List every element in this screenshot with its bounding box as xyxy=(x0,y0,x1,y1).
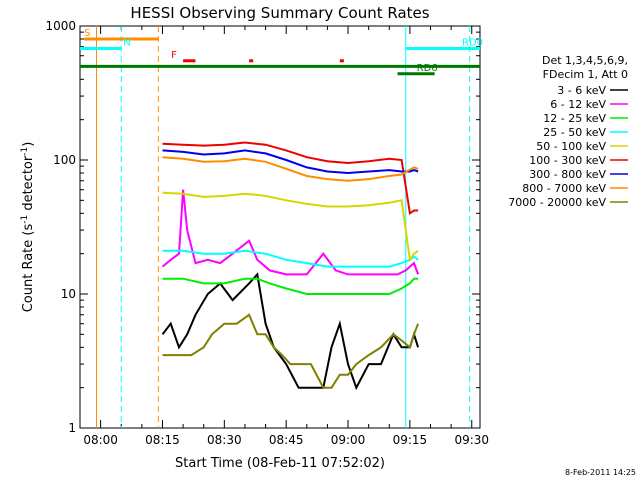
y-tick-label: 1000 xyxy=(45,19,76,33)
legend: Det 1,3,4,5,6,9,FDecim 1, Att 0 3 - 6 keV… xyxy=(508,54,628,209)
legend-label: 3 - 6 keV xyxy=(557,84,606,97)
series-line xyxy=(161,189,420,276)
status-bar-label: N xyxy=(123,37,130,48)
vertical-markers xyxy=(95,26,471,428)
series-lines xyxy=(161,141,420,391)
legend-label: 6 - 12 keV xyxy=(550,98,606,111)
x-tick-label: 09:15 xyxy=(393,433,428,447)
legend-label: 12 - 25 keV xyxy=(543,112,606,125)
plot-frame xyxy=(79,25,481,429)
status-bars: S N F RD0 RD6 xyxy=(80,28,483,76)
x-tick-label: 08:00 xyxy=(83,433,118,447)
y-axis-label: Count Rate (s-1 detector-1) xyxy=(20,142,36,313)
legend-label: 50 - 100 keV xyxy=(536,140,606,153)
series-line xyxy=(162,141,419,216)
y-tick-label: 10 xyxy=(61,287,76,301)
status-bar-label: RD6 xyxy=(417,63,438,74)
x-tick-label: 08:15 xyxy=(145,433,180,447)
x-tick-label: 08:45 xyxy=(269,433,304,447)
legend-label: 7000 - 20000 keV xyxy=(508,196,606,209)
y-tick-label: 100 xyxy=(53,153,76,167)
footer-date: 8-Feb-2011 14:25 xyxy=(565,468,636,477)
series-line xyxy=(162,249,419,268)
chart-title: HESSI Observing Summary Count Rates xyxy=(130,4,429,22)
series-line xyxy=(162,156,419,182)
series-line xyxy=(162,191,419,263)
legend-label: 100 - 300 keV xyxy=(529,154,606,167)
x-axis-label: Start Time (08-Feb-11 07:52:02) xyxy=(175,456,385,471)
legend-header: FDecim 1, Att 0 xyxy=(543,68,628,81)
x-tick-label: 09:00 xyxy=(331,433,366,447)
axis-ticks: 08:00 08:15 08:30 08:45 09:00 09:15 09:30 1 10 10… xyxy=(45,19,489,447)
legend-header: Det 1,3,4,5,6,9, xyxy=(542,54,628,67)
status-bar-label: RD0 xyxy=(462,37,483,48)
x-tick-label: 08:30 xyxy=(207,433,242,447)
legend-label: 300 - 800 keV xyxy=(529,168,606,181)
legend-label: 800 - 7000 keV xyxy=(522,182,606,195)
series-line xyxy=(162,313,420,389)
legend-label: 25 - 50 keV xyxy=(543,126,606,139)
series-line xyxy=(161,272,420,391)
series-line xyxy=(162,277,419,295)
x-tick-label: 09:30 xyxy=(454,433,489,447)
y-tick-label: 1 xyxy=(68,421,76,435)
status-bar-label: S xyxy=(84,28,90,39)
status-bar-label: F xyxy=(171,50,177,61)
